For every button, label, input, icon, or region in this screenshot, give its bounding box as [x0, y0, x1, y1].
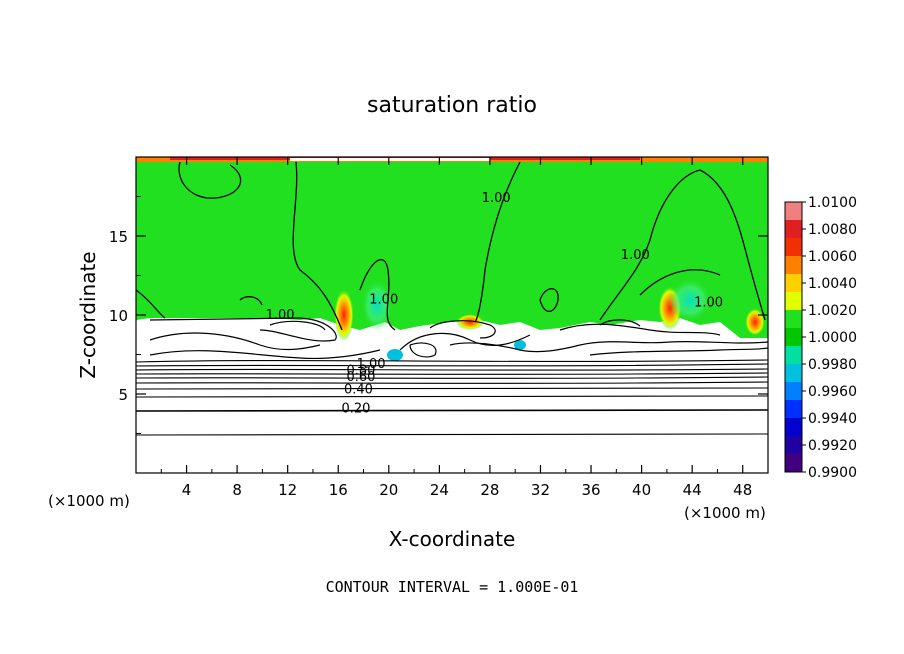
- x-tick-label: 44: [683, 481, 702, 499]
- y-tick-label: 10: [109, 307, 128, 325]
- y-axis-label: Z-coordinate: [76, 251, 100, 378]
- green-region: [136, 157, 768, 338]
- colorbar-swatch: [785, 382, 802, 401]
- colorbar-label: 1.0020: [808, 303, 857, 319]
- contour-label: 1.00: [369, 292, 398, 307]
- x-tick-label: 36: [581, 481, 600, 499]
- colorbar-label: 1.0040: [808, 276, 857, 292]
- colorbar-label: 0.9940: [808, 411, 857, 427]
- colorbar-swatch: [785, 328, 802, 347]
- top-band-white: [290, 158, 490, 161]
- lower-contours: [136, 359, 768, 436]
- colorbar-swatch: [785, 418, 802, 437]
- contour-interval-note: CONTOUR INTERVAL = 1.000E-01: [326, 578, 579, 596]
- x-axis-label: X-coordinate: [389, 527, 516, 551]
- colorbar-swatch: [785, 238, 802, 257]
- x-axis: 4 8 12 16 20 24 28 32 36 40 44 48: [160, 157, 752, 499]
- contour-1-00: [136, 161, 766, 331]
- x-tick-label: 28: [480, 481, 499, 499]
- hotspot: [334, 289, 354, 341]
- x-tick-label: 20: [379, 481, 398, 499]
- x-tick-label: 32: [531, 481, 550, 499]
- coolspot: [361, 279, 393, 331]
- y-tick-label: 15: [109, 228, 128, 246]
- colorbar-label: 1.0080: [808, 222, 857, 238]
- colorbar-label: 0.9920: [808, 438, 857, 454]
- x-axis-units: (×1000 m): [48, 492, 130, 510]
- contour-label: 0.20: [341, 401, 370, 416]
- contour-label: 1.00: [694, 296, 723, 311]
- y-tick-label: 5: [118, 386, 128, 404]
- colorbar-swatch: [785, 364, 802, 383]
- colorbar-swatch: [785, 256, 802, 275]
- x-tick-label: 16: [329, 481, 348, 499]
- contour-label: 0.40: [344, 382, 373, 397]
- colorbar-swatch: [785, 346, 802, 365]
- colorbar-label: 1.0000: [808, 330, 857, 346]
- colorbar-swatch: [785, 292, 802, 311]
- chart-title: saturation ratio: [367, 93, 537, 118]
- contour-label: 1.00: [621, 248, 650, 263]
- contour-label: 1.00: [357, 357, 386, 372]
- colorbar-swatch: [785, 274, 802, 293]
- contour-label: 1.00: [266, 308, 295, 323]
- contour-label: 0.60: [347, 370, 376, 385]
- x-tick-label: 4: [182, 481, 192, 499]
- y-axis: 5 10 15: [109, 196, 768, 434]
- colorbar-swatch: [785, 400, 802, 419]
- colorbar-label: 1.0100: [808, 195, 857, 211]
- colorbar-swatch: [785, 454, 802, 473]
- colorbar-label: 0.9980: [808, 357, 857, 373]
- x-tick-label: 8: [232, 481, 242, 499]
- colorbar: 1.0100 1.0080 1.0060 1.0040 1.0020 1.0000 0.99…: [784, 195, 857, 481]
- colorbar-label: 1.0060: [808, 249, 857, 265]
- plot-area: [136, 157, 768, 473]
- colorbar-swatch: [785, 436, 802, 455]
- coolspot: [668, 278, 712, 322]
- colorbar-label: 0.9900: [808, 465, 857, 481]
- contour-label: 1.00: [482, 191, 511, 206]
- z-axis-units: (×1000 m): [684, 504, 766, 522]
- coolspot: [387, 349, 403, 361]
- colorbar-label: 0.9960: [808, 384, 857, 400]
- contour-labels: 1.001.001.001.001.001.000.800.600.400.20: [266, 191, 723, 416]
- coolspot: [514, 340, 526, 350]
- x-tick-label: 24: [430, 481, 449, 499]
- x-tick-label: 12: [278, 481, 297, 499]
- contour-label: 0.80: [347, 363, 376, 378]
- cloud-contours: [149, 317, 768, 360]
- colorbar-swatch: [785, 310, 802, 329]
- colorbar-swatch: [785, 220, 802, 239]
- x-tick-label: 40: [632, 481, 651, 499]
- x-tick-label: 48: [733, 481, 752, 499]
- colorbar-swatch: [785, 202, 802, 221]
